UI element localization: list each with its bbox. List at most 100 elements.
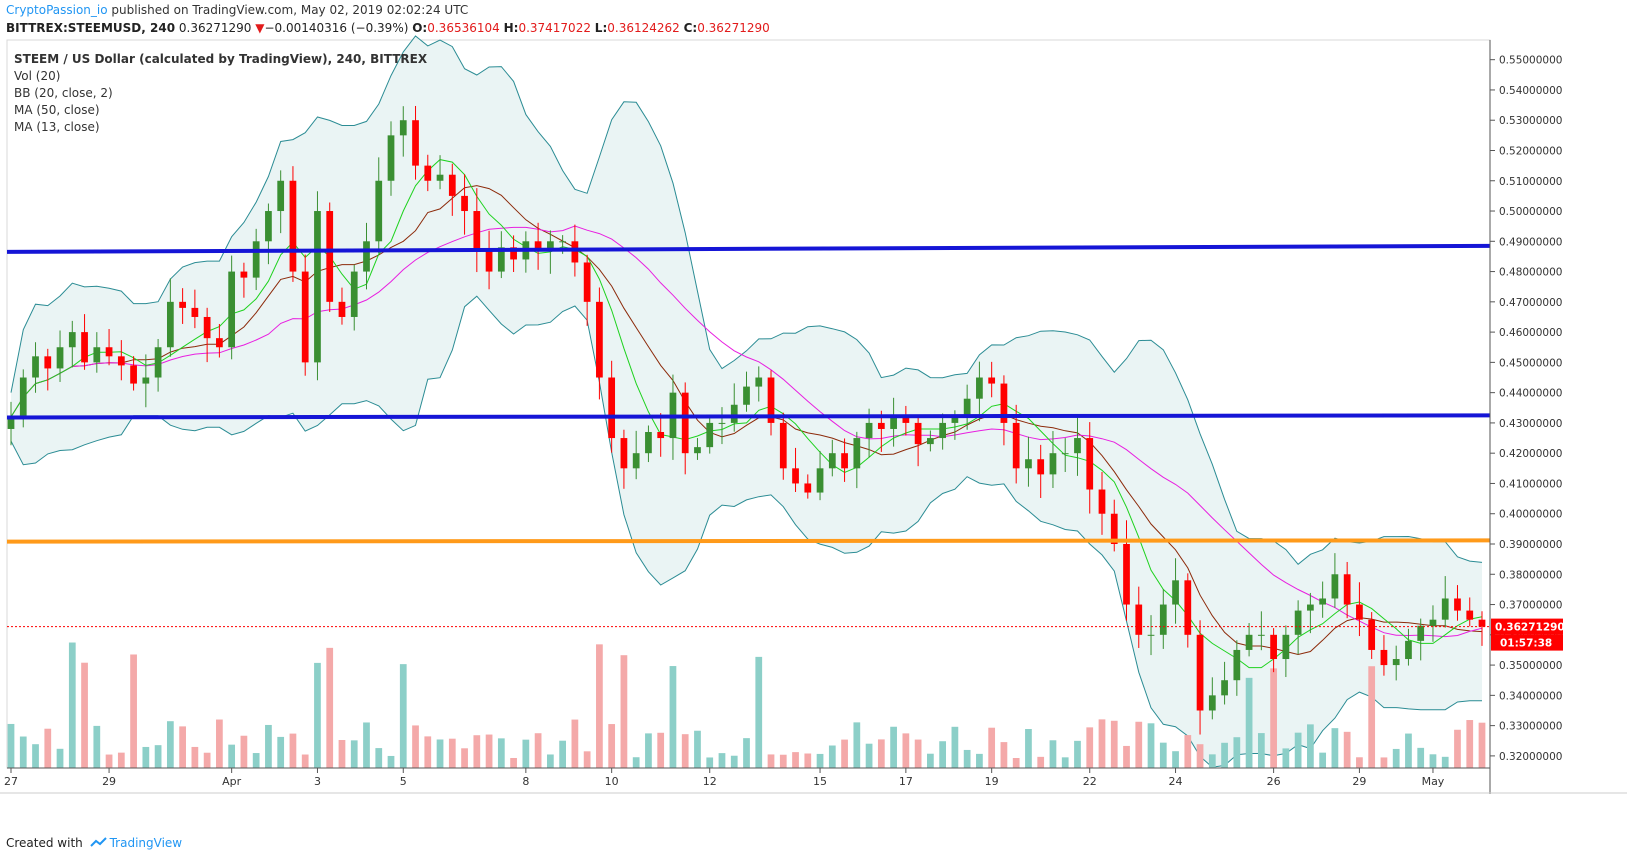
time-tick-label: 15 bbox=[813, 775, 827, 788]
candle-body bbox=[166, 301, 174, 348]
time-tick-label: 27 bbox=[4, 775, 18, 788]
candle-body bbox=[1282, 634, 1290, 660]
candle-body bbox=[216, 338, 223, 348]
price-tick-label: 0.48000000 bbox=[1499, 267, 1562, 279]
volume-bar bbox=[142, 746, 150, 768]
volume-bar bbox=[350, 740, 358, 768]
candle-body bbox=[1257, 634, 1265, 636]
low-value: 0.36124262 bbox=[607, 21, 680, 35]
candle-body bbox=[877, 422, 885, 429]
volume-bar bbox=[1221, 742, 1228, 768]
candle-body bbox=[779, 422, 787, 469]
volume-bar bbox=[314, 662, 321, 768]
volume-bar bbox=[19, 736, 27, 768]
price-tick-label: 0.33000000 bbox=[1499, 721, 1562, 733]
volume-bar bbox=[1429, 754, 1437, 768]
candle-body bbox=[620, 438, 628, 469]
price-tick-label: 0.39000000 bbox=[1499, 539, 1562, 551]
candle-body bbox=[1392, 659, 1400, 666]
volume-bar bbox=[681, 734, 689, 768]
candle-body bbox=[596, 301, 603, 378]
volume-bar bbox=[105, 754, 113, 768]
candle-body bbox=[1184, 580, 1192, 635]
candle-body bbox=[1405, 640, 1412, 660]
candle-body bbox=[1343, 574, 1351, 605]
candle-body bbox=[154, 347, 162, 378]
volume-bar bbox=[1000, 742, 1008, 768]
volume-bar bbox=[963, 749, 971, 768]
candle-body bbox=[387, 135, 395, 181]
volume-bar bbox=[902, 733, 910, 768]
candle-body bbox=[571, 241, 579, 263]
time-tick-label: 22 bbox=[1083, 775, 1097, 788]
price-tick-label: 0.55000000 bbox=[1499, 55, 1562, 67]
tradingview-link[interactable]: TradingView bbox=[109, 836, 183, 850]
candle-body bbox=[1221, 680, 1228, 696]
volume-bar bbox=[1037, 756, 1045, 768]
symbol-label: BITTREX:STEEMUSD, 240 bbox=[6, 21, 176, 35]
candle-body bbox=[767, 377, 775, 423]
candle-body bbox=[632, 453, 640, 469]
candle-body bbox=[730, 404, 738, 423]
candle-body bbox=[105, 347, 113, 357]
candle-body bbox=[694, 447, 701, 454]
legend-item-ma13[interactable]: MA (13, close) bbox=[14, 120, 100, 134]
published-text: published on TradingView.com, May 02, 20… bbox=[111, 3, 469, 17]
volume-bar bbox=[1343, 731, 1351, 768]
candle-body bbox=[1147, 634, 1155, 636]
volume-bar bbox=[117, 752, 125, 768]
time-tick-label: Apr bbox=[222, 775, 242, 788]
volume-bar bbox=[1270, 668, 1277, 768]
candle-body bbox=[265, 211, 272, 242]
legend-item-bollinger[interactable]: BB (20, close, 2) bbox=[14, 86, 113, 100]
volume-bar bbox=[828, 745, 836, 768]
time-tick-label: 3 bbox=[314, 775, 321, 788]
price-tick-label: 0.46000000 bbox=[1499, 327, 1562, 339]
candle-body bbox=[853, 438, 861, 469]
candle-body bbox=[93, 347, 101, 363]
candle-body bbox=[1110, 513, 1118, 544]
volume-bar bbox=[1368, 666, 1376, 768]
volume-bar bbox=[1074, 740, 1081, 768]
candle-body bbox=[510, 247, 517, 260]
created-with-text: Created with bbox=[6, 836, 83, 850]
candle-body bbox=[301, 271, 309, 363]
volume-bar bbox=[755, 656, 763, 768]
candle-body bbox=[841, 453, 848, 469]
price-tick-label: 0.43000000 bbox=[1499, 418, 1562, 430]
candle-body bbox=[914, 422, 922, 445]
candle-body bbox=[1429, 619, 1437, 626]
candle-body bbox=[681, 392, 689, 454]
bollinger-upper bbox=[10, 35, 1483, 566]
candle-body bbox=[718, 422, 726, 424]
candle-body bbox=[816, 468, 824, 493]
level-resistance-upper bbox=[6, 243, 1491, 254]
candle-body bbox=[804, 483, 812, 493]
countdown-label: 01:57:38 bbox=[1500, 638, 1552, 650]
legend-item-volume[interactable]: Vol (20) bbox=[14, 69, 61, 83]
volume-bar bbox=[399, 664, 407, 768]
ohlc-header: BITTREX:STEEMUSD, 240 0.36271290 ▼−0.001… bbox=[6, 21, 770, 35]
high-label: H: bbox=[503, 21, 519, 35]
publisher-link[interactable]: CryptoPassion_io bbox=[6, 3, 108, 17]
volume-bar bbox=[7, 723, 15, 768]
volume-bar bbox=[914, 739, 922, 768]
volume-bar bbox=[485, 734, 493, 768]
volume-bar bbox=[375, 748, 383, 768]
candle-body bbox=[608, 377, 616, 439]
last-price: 0.36271290 bbox=[178, 21, 252, 35]
candle-body bbox=[1454, 598, 1461, 611]
candle-body bbox=[473, 211, 481, 251]
footer: Created with TradingView bbox=[6, 836, 182, 852]
candle-body bbox=[485, 250, 493, 272]
price-tick-label: 0.42000000 bbox=[1499, 448, 1562, 460]
volume-bar bbox=[534, 733, 542, 768]
change-arrow-icon: ▼ bbox=[255, 21, 265, 35]
volume-bar bbox=[44, 728, 52, 768]
price-tick-label: 0.41000000 bbox=[1499, 478, 1562, 490]
volume-bar bbox=[510, 757, 517, 768]
legend-item-ma50[interactable]: MA (50, close) bbox=[14, 103, 100, 117]
volume-bar bbox=[1110, 720, 1118, 768]
price-tick-label: 0.38000000 bbox=[1499, 569, 1562, 581]
